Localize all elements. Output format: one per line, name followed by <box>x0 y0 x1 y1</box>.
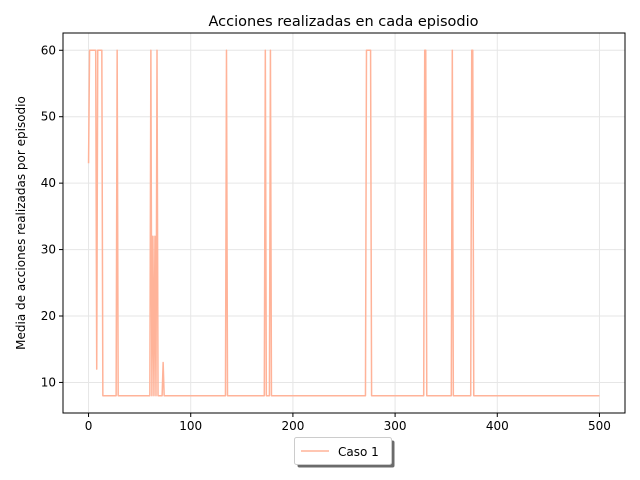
x-tick-label: 300 <box>384 419 407 433</box>
x-tick-label: 500 <box>588 419 611 433</box>
y-tick-label: 30 <box>41 243 56 257</box>
legend-box <box>294 437 392 465</box>
y-tick-label: 10 <box>41 375 56 389</box>
x-axis: 0 100 200 300 400 500 <box>85 413 611 433</box>
legend: Caso 1 <box>294 437 395 468</box>
chart-title: Acciones realizadas en cada episodio <box>209 14 479 30</box>
y-axis-label: Media de acciones realizadas por episodi… <box>14 96 28 350</box>
y-tick-label: 60 <box>41 43 56 57</box>
x-tick-label: 400 <box>486 419 509 433</box>
series-line-1 <box>87 49 600 397</box>
legend-label-caso-1: Caso 1 <box>338 445 379 459</box>
x-tick-label: 200 <box>281 419 304 433</box>
series-lines <box>87 49 600 397</box>
y-tick-label: 20 <box>41 309 56 323</box>
grid <box>63 33 625 413</box>
y-tick-label: 50 <box>41 110 56 124</box>
x-tick-label: 100 <box>179 419 202 433</box>
x-tick-label: 0 <box>85 419 93 433</box>
plot-frame <box>62 32 626 414</box>
y-axis: 10 20 30 40 50 60 <box>41 43 63 389</box>
y-tick-label: 40 <box>41 176 56 190</box>
